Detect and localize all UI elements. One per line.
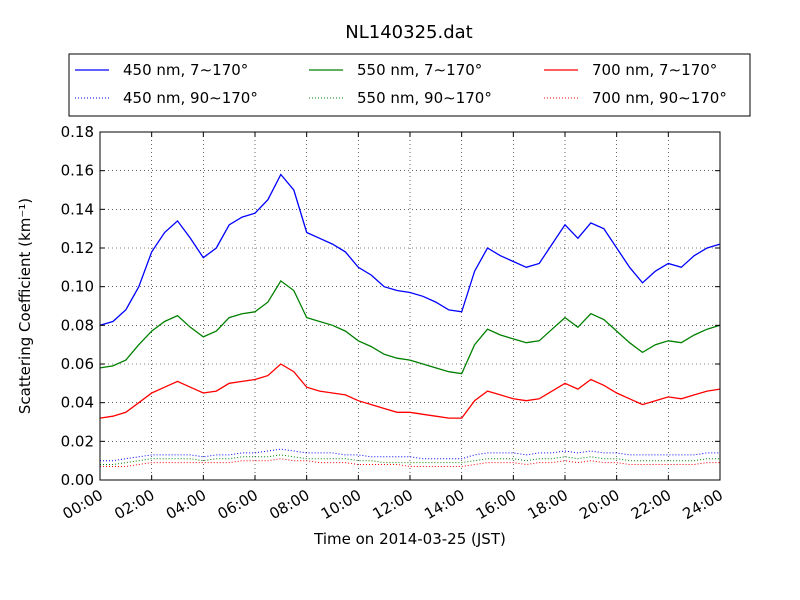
y-tick-label: 0.12 (61, 239, 94, 257)
x-tick-labels: 00:00 02:00 04:00 06:00 08:00 10:00 12:00 14:00… (60, 486, 726, 523)
y-tick-label: 0.14 (61, 200, 94, 218)
series-line-5 (100, 454, 720, 465)
x-tick-label: 12:00 (370, 486, 416, 523)
series-line-3 (99, 363, 721, 419)
series-layer (99, 173, 721, 467)
x-tick-label: 24:00 (680, 486, 726, 523)
y-tick-label: 0.02 (61, 432, 94, 450)
y-axis-label: Scattering Coefficient (km⁻¹) (16, 198, 34, 414)
legend-label: 450 nm, 90∼170° (123, 89, 258, 107)
legend-box (68, 53, 751, 117)
x-tick-label: 20:00 (576, 486, 622, 523)
y-tick-label: 0.06 (61, 355, 94, 373)
y-tick-label: 0.10 (61, 278, 94, 296)
y-tick-label: 0.08 (61, 316, 94, 334)
x-axis-label: Time on 2014-03-25 (JST) (313, 530, 506, 548)
x-tick-label: 06:00 (215, 486, 261, 523)
chart-title: NL140325.dat (345, 22, 472, 43)
y-tick-label: 0.16 (61, 162, 94, 180)
x-tick-label: 14:00 (421, 486, 467, 523)
x-tick-label: 10:00 (318, 486, 364, 523)
series-line-2 (99, 279, 721, 375)
y-tick-label: 0.04 (61, 394, 94, 412)
x-tick-label: 04:00 (163, 486, 209, 523)
y-tick-label: 0.00 (61, 471, 94, 489)
series-line-6 (100, 458, 720, 467)
x-tick-label: 08:00 (266, 486, 312, 523)
x-tick-label: 18:00 (525, 486, 571, 523)
series-line-1 (99, 173, 721, 326)
legend-label: 700 nm, 90∼170° (592, 89, 727, 107)
x-tick-label: 16:00 (473, 486, 519, 523)
y-tick-label: 0.18 (61, 123, 94, 141)
x-tick-label: 22:00 (628, 486, 674, 523)
legend-label: 550 nm, 90∼170° (357, 89, 492, 107)
legend-label: 700 nm, 7∼170° (592, 61, 717, 79)
legend: 450 nm, 7∼170° 550 nm, 7∼170° 700 nm, 7∼17… (68, 53, 751, 117)
grid-lines (100, 132, 720, 480)
axis-ticks (99, 131, 721, 481)
x-tick-label: 02:00 (111, 486, 157, 523)
x-tick-label: 00:00 (60, 486, 106, 523)
y-tick-labels: 0.00 0.02 0.04 0.06 0.08 0.10 0.12 0.14 0.16 0.18 (61, 123, 94, 489)
legend-label: 550 nm, 7∼170° (357, 61, 482, 79)
legend-label: 450 nm, 7∼170° (123, 61, 248, 79)
